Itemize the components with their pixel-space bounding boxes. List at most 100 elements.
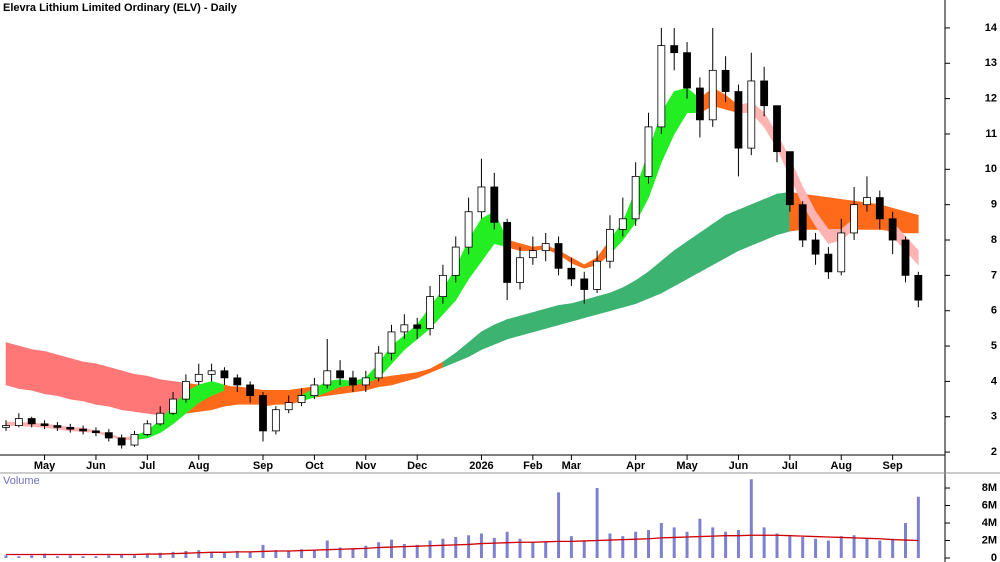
y-tick-label: 2 (991, 446, 997, 458)
volume-bar (582, 540, 586, 558)
candle-body (181, 381, 190, 400)
candle-body (336, 370, 345, 379)
candle-body (554, 243, 563, 269)
volume-bar (351, 548, 355, 558)
volume-bar (505, 531, 509, 558)
volume-bar (107, 555, 111, 558)
volume-bar (569, 536, 573, 558)
volume-bar (17, 556, 21, 558)
volume-panel: 0 2M 4M 6M 8M (4, 479, 997, 562)
volume-bar (608, 533, 612, 558)
volume-bar (878, 540, 882, 558)
candle-body (850, 204, 858, 234)
volume-bar (4, 555, 8, 558)
candle-body (233, 377, 242, 386)
candle-body (104, 432, 113, 439)
volume-bar (248, 551, 252, 558)
candle-body (721, 69, 730, 92)
x-tick-label: Apr (626, 460, 646, 472)
x-tick-label: Jun (729, 460, 749, 472)
candle-body (310, 384, 319, 396)
x-tick-label: Sep (253, 460, 273, 472)
candle-body (361, 377, 370, 386)
x-tick-label: May (676, 460, 698, 472)
volume-bar (621, 536, 625, 558)
candle-body (66, 426, 75, 430)
candle-body (220, 370, 229, 379)
candle-body (580, 278, 589, 290)
candle-body (670, 45, 679, 54)
volume-bar (557, 492, 561, 558)
volume-bar (492, 537, 496, 558)
x-tick-label: Aug (188, 460, 209, 472)
volume-bar (826, 540, 830, 558)
volume-bar (685, 531, 689, 558)
x-tick-label: Sep (883, 460, 903, 472)
volume-bar (300, 549, 304, 558)
candle-body (644, 126, 653, 177)
volume-bar (30, 555, 34, 558)
candle-body (760, 80, 769, 107)
volume-bar (235, 551, 239, 558)
candle-body (837, 232, 846, 273)
candle-body (40, 423, 49, 426)
volume-bar (171, 551, 175, 558)
candle-body (875, 197, 884, 220)
y-tick-label: 3 (991, 411, 997, 423)
volume-bar (377, 542, 381, 558)
volume-bar (158, 552, 162, 558)
volume-bar (402, 544, 406, 558)
x-tick-label: Jul (139, 460, 155, 472)
ribbon-segment (532, 308, 547, 333)
volume-bar (454, 537, 458, 558)
volume-bar (133, 555, 136, 558)
candle-body (708, 69, 717, 121)
candle-body (888, 218, 897, 241)
ribbon-segment (134, 373, 148, 414)
y-tick-label: 5 (991, 340, 997, 352)
volume-bar (312, 550, 316, 558)
ribbon-segment (95, 363, 110, 407)
volume-bar (775, 533, 779, 558)
ribbon-segment (583, 296, 598, 319)
chart-title: Elevra Lithium Limited Ordinary (ELV) - … (3, 2, 238, 14)
volume-bar (338, 547, 342, 558)
y-tick-label: 6M (982, 499, 997, 511)
candle-body (284, 402, 293, 411)
ribbon-segment (699, 223, 714, 273)
x-tick-label: Jun (86, 460, 106, 472)
x-tick-label: Jul (782, 460, 798, 472)
candle-body (785, 151, 794, 206)
volume-bar (274, 550, 278, 558)
x-tick-label: 2026 (469, 460, 493, 472)
volume-bar (762, 527, 766, 558)
volume-bar (788, 536, 792, 558)
y-tick-label: 12 (985, 93, 997, 105)
y-tick-label: 0 (991, 552, 997, 562)
ribbon-segment (596, 292, 611, 315)
volume-bar (839, 536, 843, 558)
candle-body (400, 324, 409, 333)
candle-body (143, 423, 152, 435)
candle-body (2, 425, 10, 428)
ribbon-segment (763, 193, 778, 241)
candle-body (14, 418, 23, 426)
candle-body (503, 221, 512, 283)
volume-bar (197, 550, 201, 558)
candle-body (811, 239, 820, 255)
y-tick-label: 8 (991, 234, 997, 246)
candle-body (464, 211, 473, 248)
ribbon-segment (738, 204, 752, 252)
candle-body (631, 175, 640, 220)
x-tick-label: Mar (562, 460, 582, 472)
candle-body (426, 296, 434, 329)
candle-body (593, 260, 601, 290)
candle-body (387, 331, 396, 354)
volume-bar (698, 518, 702, 558)
candle-body (747, 80, 756, 149)
y-tick-label: 2M (982, 534, 997, 546)
volume-bar (120, 554, 124, 558)
candle-body (477, 186, 486, 213)
candle-body (696, 87, 704, 121)
